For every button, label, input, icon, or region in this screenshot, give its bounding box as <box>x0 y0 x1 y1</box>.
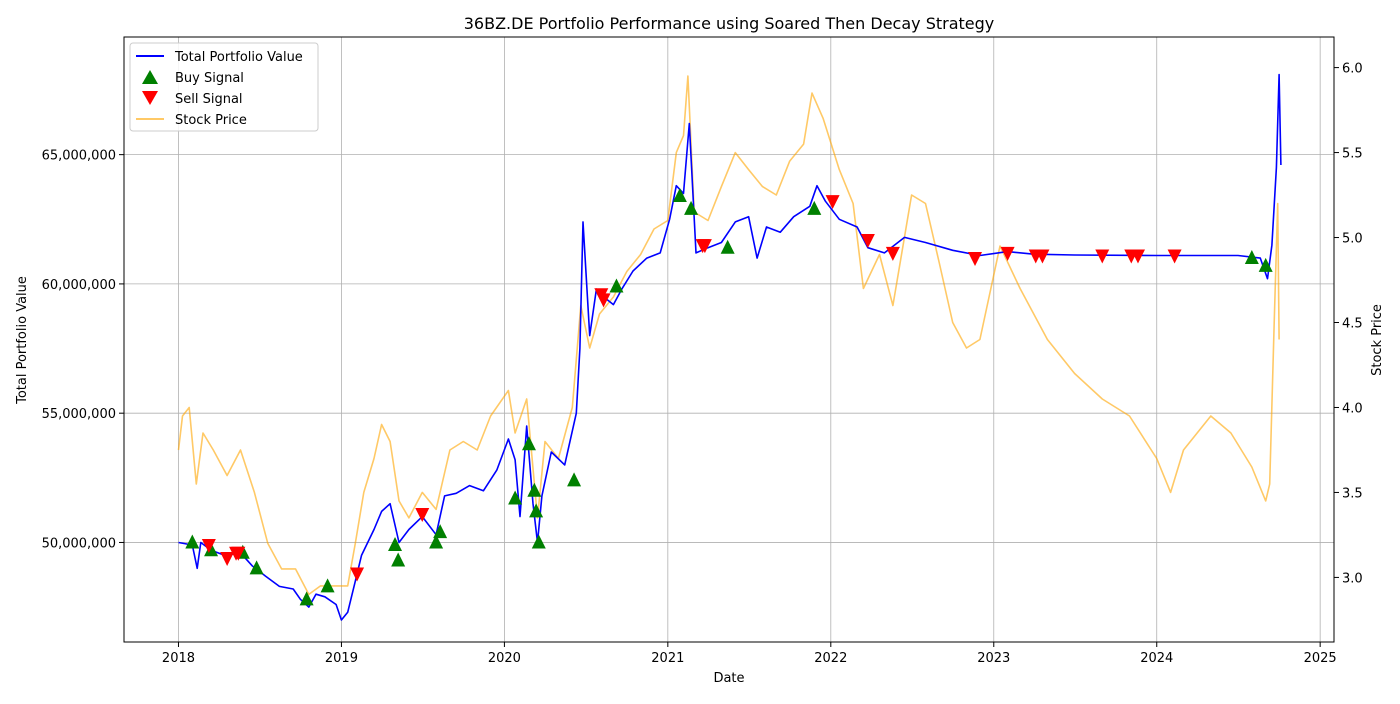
legend-price-label: Stock Price <box>175 113 247 128</box>
buy-signal-marker <box>527 482 542 497</box>
sell-signal-marker <box>1130 249 1145 264</box>
sell-signal-marker <box>1035 249 1050 264</box>
left-tick-label: 50,000,000 <box>42 536 116 551</box>
grid-layer <box>124 37 1334 642</box>
buy-signal-marker <box>391 552 406 567</box>
legend-buy-swatch <box>142 70 158 84</box>
buy-signal-marker <box>508 490 523 505</box>
right-tick-label: 5.5 <box>1342 147 1363 162</box>
left-axis-label: Total Portfolio Value <box>15 276 30 405</box>
sell-signal-marker <box>968 252 983 267</box>
x-tick-label: 2019 <box>325 651 358 666</box>
legend-portfolio-label: Total Portfolio Value <box>174 50 303 65</box>
sell-signal-marker <box>697 239 712 254</box>
sell-signal-marker <box>350 567 365 582</box>
buy-signal-marker <box>672 188 687 203</box>
left-axis-ticks: 50,000,000 55,000,000 60,000,000 65,000,000 <box>42 149 124 551</box>
buy-signal-marker <box>609 278 624 293</box>
x-tick-label: 2020 <box>488 651 521 666</box>
x-tick-label: 2018 <box>162 651 195 666</box>
portfolio-value-layer <box>178 73 1282 621</box>
buy-signal-marker <box>720 239 735 254</box>
sell-signal-marker <box>1000 246 1015 261</box>
sell-signal-marker <box>825 195 840 210</box>
sell-signal-marker <box>415 508 430 523</box>
stock-price-layer <box>177 75 1280 596</box>
left-tick-label: 55,000,000 <box>42 407 116 422</box>
buy-signal-marker <box>249 560 264 575</box>
sell-signal-marker <box>860 233 875 248</box>
legend-sell-swatch <box>142 91 158 105</box>
x-tick-label: 2023 <box>977 651 1010 666</box>
sell-signal-marker <box>201 539 216 554</box>
right-tick-label: 3.0 <box>1342 571 1363 586</box>
legend-box <box>129 42 319 132</box>
right-tick-label: 4.0 <box>1342 401 1363 416</box>
stock-price-line <box>177 75 1280 596</box>
buy-signal-marker <box>388 537 403 552</box>
buy-signal-marker <box>320 578 335 593</box>
right-tick-label: 5.0 <box>1342 232 1363 247</box>
buy-signal-marker <box>684 200 699 215</box>
right-axis-label: Stock Price <box>1370 304 1385 376</box>
left-tick-label: 65,000,000 <box>42 149 116 164</box>
buy-signal-marker <box>1244 250 1259 265</box>
signal-marker-layer <box>185 188 1273 606</box>
buy-signal-marker <box>429 534 444 549</box>
plot-frame <box>123 36 1335 643</box>
buy-signal-marker <box>529 503 544 518</box>
x-axis-label: Date <box>713 671 744 686</box>
buy-signal-marker <box>204 542 219 557</box>
buy-signal-marker <box>1258 257 1273 272</box>
sell-signal-marker <box>596 293 611 308</box>
sell-signal-marker <box>220 551 235 566</box>
x-tick-label: 2025 <box>1304 651 1337 666</box>
x-tick-label: 2022 <box>814 651 847 666</box>
legend: Total Portfolio Value Buy Signal Sell Si… <box>129 42 319 132</box>
buy-signal-marker <box>299 591 314 606</box>
chart-title: 36BZ.DE Portfolio Performance using Soar… <box>464 14 995 33</box>
buy-signal-marker <box>521 436 536 451</box>
left-tick-label: 60,000,000 <box>42 278 116 293</box>
x-axis-ticks: 2018 2019 2020 2021 2022 2023 2024 2025 <box>162 642 1337 666</box>
buy-signal-marker <box>531 534 546 549</box>
x-tick-label: 2021 <box>651 651 684 666</box>
x-tick-label: 2024 <box>1140 651 1173 666</box>
sell-signal-marker <box>1095 249 1110 264</box>
legend-sell-label: Sell Signal <box>175 92 243 107</box>
portfolio-value-line <box>178 73 1282 621</box>
buy-signal-marker <box>433 524 448 539</box>
right-axis-ticks: 3.0 3.5 4.0 4.5 5.0 5.5 6.0 <box>1334 62 1363 586</box>
sell-signal-marker <box>1167 249 1182 264</box>
legend-buy-label: Buy Signal <box>175 71 244 86</box>
sell-signal-marker <box>885 246 900 261</box>
right-tick-label: 4.5 <box>1342 317 1363 332</box>
buy-signal-marker <box>807 200 822 215</box>
buy-signal-marker <box>567 472 582 487</box>
buy-signal-marker <box>185 534 200 549</box>
right-tick-label: 3.5 <box>1342 486 1363 501</box>
sell-signal-marker <box>231 546 246 561</box>
right-tick-label: 6.0 <box>1342 62 1363 77</box>
